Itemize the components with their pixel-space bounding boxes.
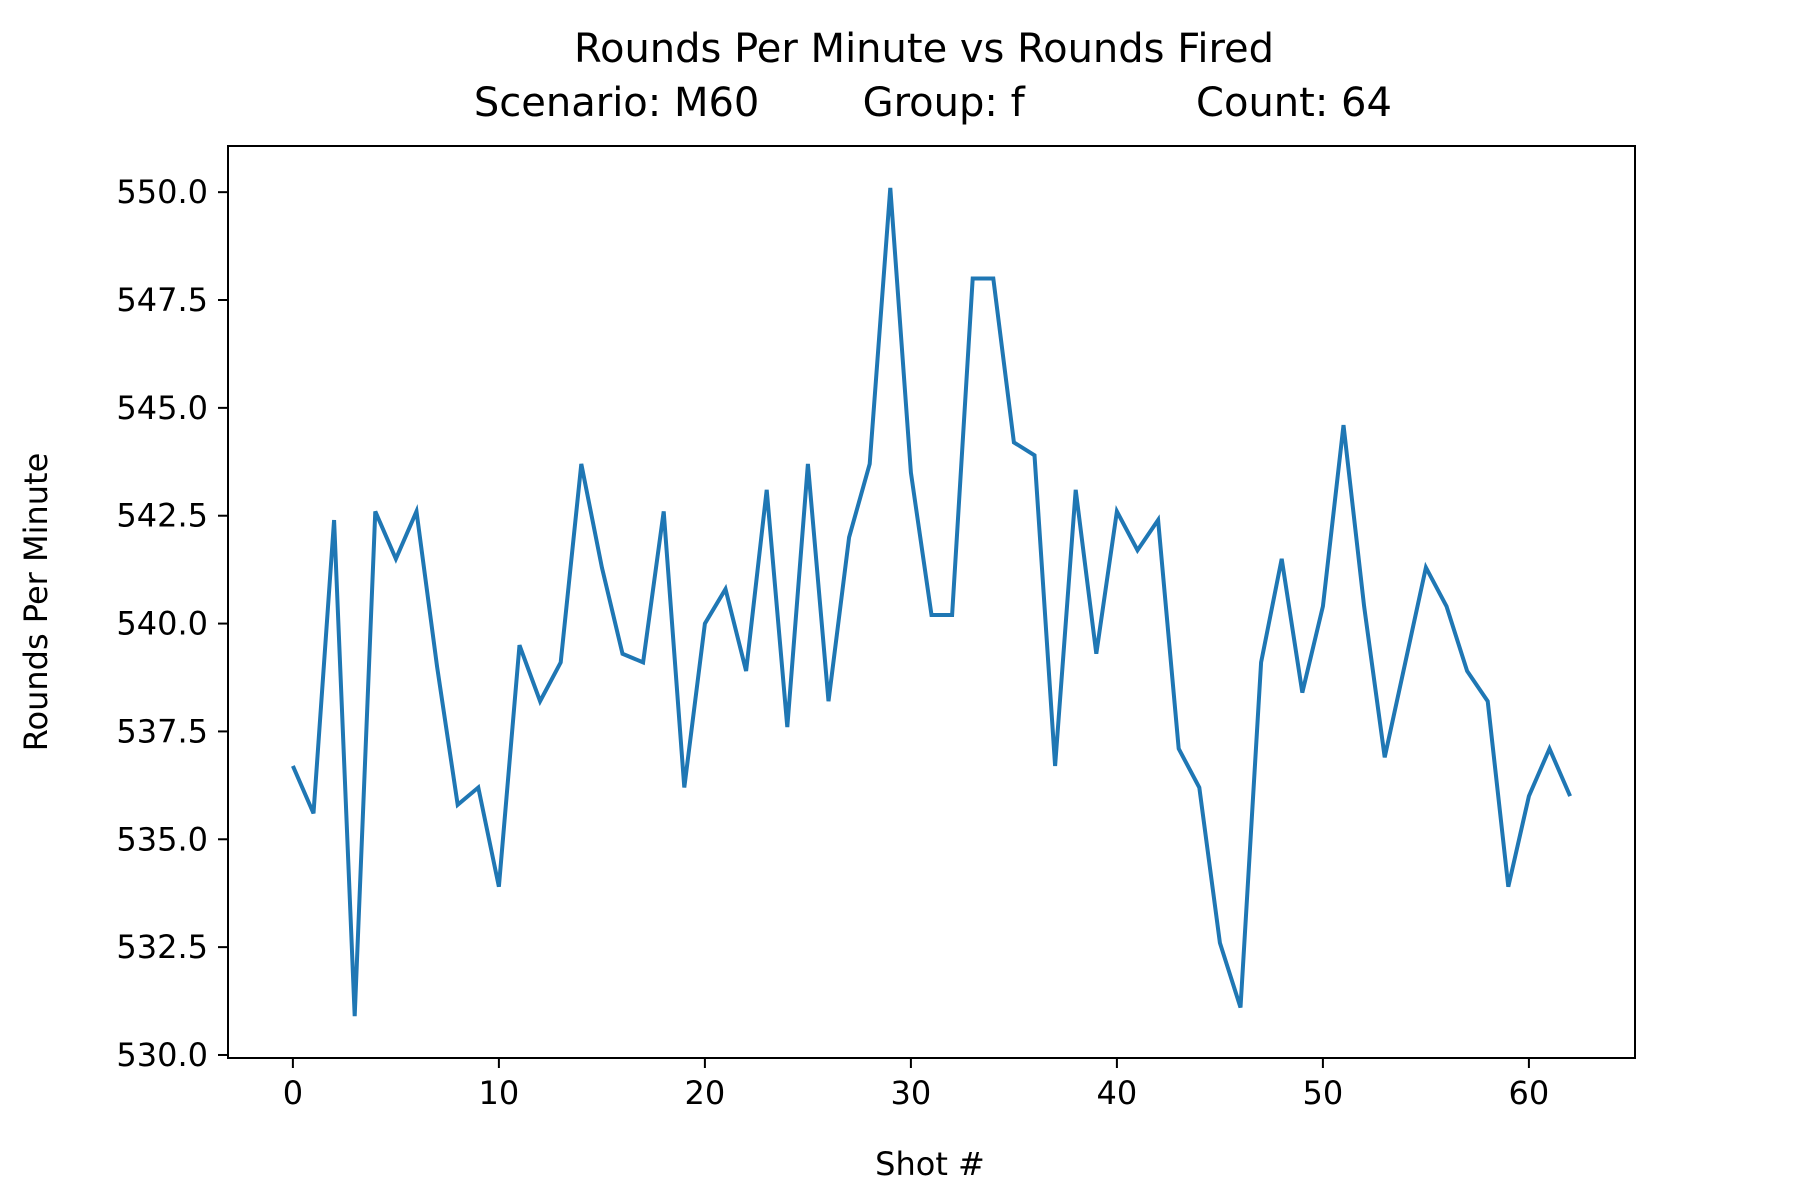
y-tick-label: 530.0 bbox=[116, 1036, 208, 1074]
y-axis-label: Rounds Per Minute bbox=[17, 453, 55, 752]
y-tick-label: 542.5 bbox=[116, 497, 208, 535]
plot-frame bbox=[227, 145, 1636, 1059]
x-tick-label: 0 bbox=[283, 1074, 303, 1112]
x-tick-label: 10 bbox=[479, 1074, 520, 1112]
x-tick-label: 60 bbox=[1509, 1074, 1550, 1112]
subtitle-count: Count: 64 bbox=[1196, 80, 1392, 126]
x-axis-ticks: 0 10 20 30 40 50 60 bbox=[283, 1058, 1550, 1112]
y-tick-label: 545.0 bbox=[116, 389, 208, 427]
y-tick-label: 535.0 bbox=[116, 820, 208, 858]
title-line-2: Scenario: M60 Group: f Count: 64 bbox=[474, 80, 1392, 126]
title-line-1: Rounds Per Minute vs Rounds Fired bbox=[574, 26, 1274, 72]
x-tick-label: 50 bbox=[1303, 1074, 1344, 1112]
y-tick-label: 550.0 bbox=[116, 173, 208, 211]
y-tick-label: 547.5 bbox=[116, 281, 208, 319]
x-tick-label: 20 bbox=[685, 1074, 726, 1112]
subtitle-group: Group: f bbox=[863, 80, 1026, 126]
y-tick-label: 540.0 bbox=[116, 605, 208, 643]
x-tick-label: 30 bbox=[891, 1074, 932, 1112]
y-tick-label: 537.5 bbox=[116, 712, 208, 750]
x-axis-label: Shot # bbox=[875, 1145, 985, 1183]
chart-title: Rounds Per Minute vs Rounds Fired Scenar… bbox=[474, 26, 1392, 126]
subtitle-scenario: Scenario: M60 bbox=[474, 80, 760, 126]
x-tick-label: 40 bbox=[1097, 1074, 1138, 1112]
y-tick-label: 532.5 bbox=[116, 928, 208, 966]
series-line bbox=[291, 187, 1572, 1017]
y-axis-ticks: 530.0 532.5 535.0 537.5 540.0 542.5 545.0 547.5… bbox=[116, 173, 228, 1074]
